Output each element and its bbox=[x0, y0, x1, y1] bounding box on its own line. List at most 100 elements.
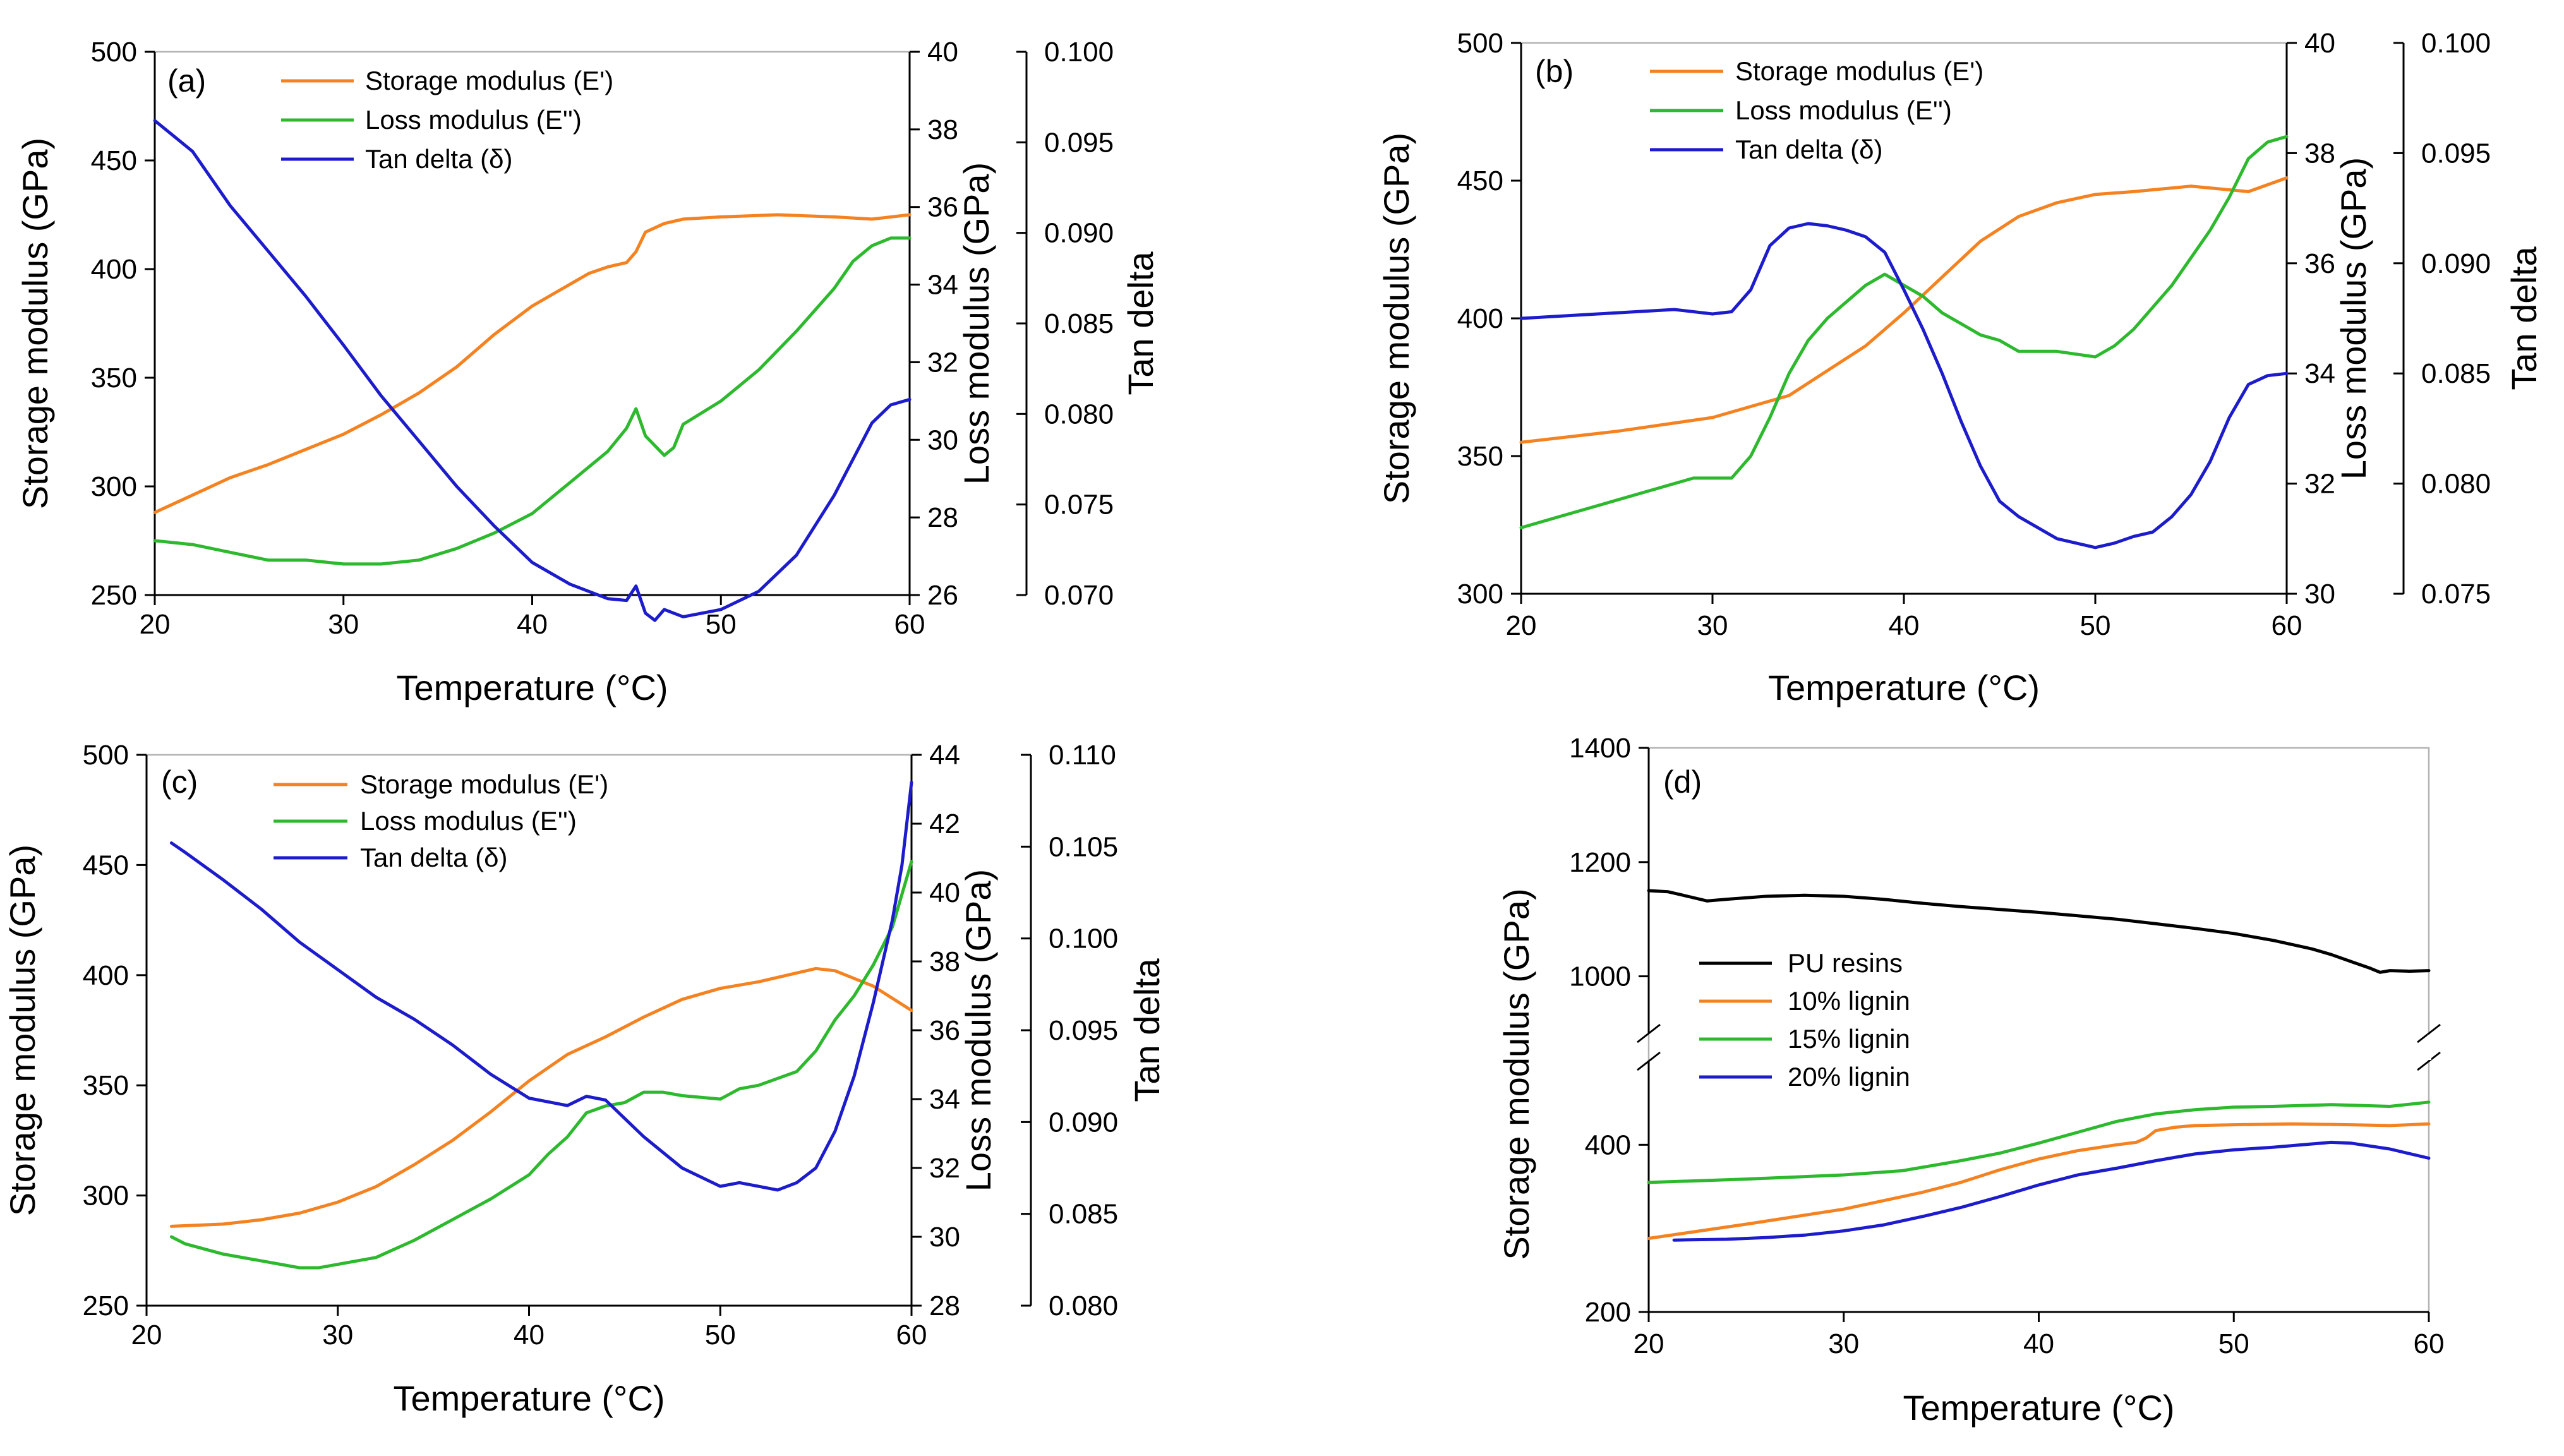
series-line-1 bbox=[1647, 1122, 2431, 1240]
x-tick-label: 30 bbox=[1697, 610, 1728, 641]
series-line-0 bbox=[153, 213, 912, 514]
y-left-tick-label: 350 bbox=[1457, 441, 1503, 472]
y-axis-right-title-1: Loss modulus (GPa) bbox=[956, 162, 996, 484]
x-axis-title: Temperature (°C) bbox=[1903, 1388, 2174, 1428]
series-line-0 bbox=[169, 966, 913, 1228]
y-left-tick-label: 350 bbox=[91, 363, 137, 394]
y-left-tick-label: 250 bbox=[83, 1291, 129, 1321]
y-right-tick-label: 42 bbox=[929, 809, 960, 839]
y-right-tick-label: 28 bbox=[929, 1291, 960, 1321]
x-tick-label: 40 bbox=[517, 609, 548, 640]
legend-label: Storage modulus (E') bbox=[1735, 56, 1983, 86]
y-left-tick-label: 1000 bbox=[1569, 961, 1631, 992]
y-right-tick-label: 34 bbox=[929, 1084, 960, 1115]
x-tick-label: 60 bbox=[2414, 1328, 2445, 1359]
y-left-tick-label: 250 bbox=[91, 580, 137, 611]
series-line-0 bbox=[1647, 889, 2431, 974]
x-tick-label: 30 bbox=[328, 609, 359, 640]
y-left-tick-label: 300 bbox=[1457, 579, 1503, 610]
legend-label: 15% lignin bbox=[1788, 1024, 1910, 1054]
x-tick-label: 20 bbox=[1634, 1328, 1664, 1359]
axis-break-mark bbox=[2417, 1051, 2441, 1071]
y-left-tick-label: 200 bbox=[1585, 1297, 1631, 1328]
y-left-tick-label: 400 bbox=[83, 960, 129, 991]
y-left-tick-label: 300 bbox=[83, 1181, 129, 1212]
y-right-tick-label: 38 bbox=[929, 946, 960, 977]
y-right-tick-label: 0.095 bbox=[2421, 138, 2491, 169]
panel-label: (a) bbox=[167, 63, 206, 99]
series-line-1 bbox=[153, 236, 912, 566]
x-tick-label: 60 bbox=[2272, 610, 2302, 641]
y-left-tick-label: 400 bbox=[1457, 303, 1503, 334]
y-right-tick-label: 0.100 bbox=[1044, 37, 1114, 68]
y-left-tick-label: 1200 bbox=[1569, 847, 1631, 878]
y-right-tick-label: 32 bbox=[929, 1153, 960, 1184]
plot-frame bbox=[1520, 42, 2288, 595]
y-axis-right-title-1: Loss modulus (GPa) bbox=[2333, 157, 2373, 479]
plot-frame bbox=[145, 754, 913, 1307]
chart-panel-3: 20 30 40 50 60 Temperature (°C) (d) 200 400 1000 1… bbox=[1496, 733, 2444, 1428]
axis-break-mark bbox=[1637, 1023, 1661, 1044]
y-right-tick-label: 0.085 bbox=[2421, 358, 2491, 389]
axis-break-mark bbox=[2417, 1023, 2441, 1044]
y-right-tick-label: 0.100 bbox=[2421, 28, 2491, 59]
y-left-tick-label: 450 bbox=[1457, 165, 1503, 196]
x-axis-title: Temperature (°C) bbox=[396, 668, 668, 707]
plot-frame bbox=[1647, 747, 2430, 1313]
y-axis-left-title: Storage modulus (GPa) bbox=[1376, 133, 1416, 504]
y-right-tick-label: 26 bbox=[927, 580, 958, 611]
y-left-tick-label: 450 bbox=[91, 145, 137, 176]
frame-break-gap bbox=[2428, 1035, 2431, 1060]
y-right-tick-label: 30 bbox=[2304, 579, 2335, 610]
legend-label: Loss modulus (E'') bbox=[365, 105, 582, 135]
panel-label: (d) bbox=[1663, 764, 1702, 800]
legend-label: 10% lignin bbox=[1788, 986, 1910, 1016]
y-right-tick-label: 36 bbox=[927, 192, 958, 223]
y-right-tick-label: 44 bbox=[929, 740, 960, 771]
x-tick-label: 20 bbox=[131, 1320, 162, 1351]
y-right-tick-label: 0.090 bbox=[1049, 1107, 1118, 1138]
series-line-1 bbox=[1519, 135, 2289, 529]
x-tick-label: 50 bbox=[706, 609, 737, 640]
y-axis-left-title: Storage modulus (GPa) bbox=[15, 138, 55, 509]
legend-label: Storage modulus (E') bbox=[360, 769, 608, 799]
panel-label: (b) bbox=[1535, 54, 1574, 89]
series-line-2 bbox=[169, 781, 913, 1192]
x-tick-label: 30 bbox=[322, 1320, 353, 1351]
y-axis-left-title: Storage modulus (GPa) bbox=[3, 845, 42, 1216]
y-left-tick-label: 400 bbox=[91, 254, 137, 285]
legend-label: Tan delta (δ) bbox=[365, 144, 512, 174]
series-line-1 bbox=[169, 860, 913, 1270]
y-left-tick-label: 350 bbox=[83, 1070, 129, 1101]
x-tick-label: 50 bbox=[2080, 610, 2111, 641]
y-right-tick-label: 36 bbox=[929, 1015, 960, 1046]
y-right-tick-label: 30 bbox=[929, 1222, 960, 1253]
legend-label: Tan delta (δ) bbox=[360, 843, 507, 872]
y-left-tick-label: 300 bbox=[91, 471, 137, 502]
series-line-2 bbox=[153, 119, 912, 622]
y-right-tick-label: 32 bbox=[927, 347, 958, 378]
series-line-2 bbox=[1647, 1100, 2431, 1184]
x-axis-title: Temperature (°C) bbox=[393, 1378, 665, 1418]
y-axis-right-title-2: Tan delta bbox=[2504, 246, 2544, 390]
legend-label: Loss modulus (E'') bbox=[360, 806, 577, 836]
series-line-2 bbox=[1519, 222, 2289, 550]
y-left-tick-label: 400 bbox=[1585, 1129, 1631, 1160]
y-right-tick-label: 34 bbox=[927, 270, 958, 301]
y-right-tick-label: 0.075 bbox=[2421, 579, 2491, 610]
legend-label: PU resins bbox=[1788, 948, 1903, 978]
legend-label: Loss modulus (E'') bbox=[1735, 95, 1952, 125]
y-right-tick-label: 0.090 bbox=[2421, 248, 2491, 279]
y-right-tick-label: 36 bbox=[2304, 248, 2335, 279]
y-right-tick-label: 0.100 bbox=[1049, 924, 1118, 954]
legend-label: 20% lignin bbox=[1788, 1062, 1910, 1092]
y-right-tick-label: 0.080 bbox=[1049, 1291, 1118, 1321]
legend-label: Tan delta (δ) bbox=[1735, 135, 1882, 164]
x-tick-label: 50 bbox=[705, 1320, 736, 1351]
series-line-0 bbox=[1519, 176, 2289, 444]
y-right-tick-label: 30 bbox=[927, 424, 958, 455]
y-right-tick-label: 0.110 bbox=[1049, 740, 1116, 771]
y-right-tick-label: 0.105 bbox=[1049, 831, 1118, 862]
x-tick-label: 20 bbox=[1506, 610, 1537, 641]
y-right-tick-label: 0.075 bbox=[1044, 490, 1114, 520]
